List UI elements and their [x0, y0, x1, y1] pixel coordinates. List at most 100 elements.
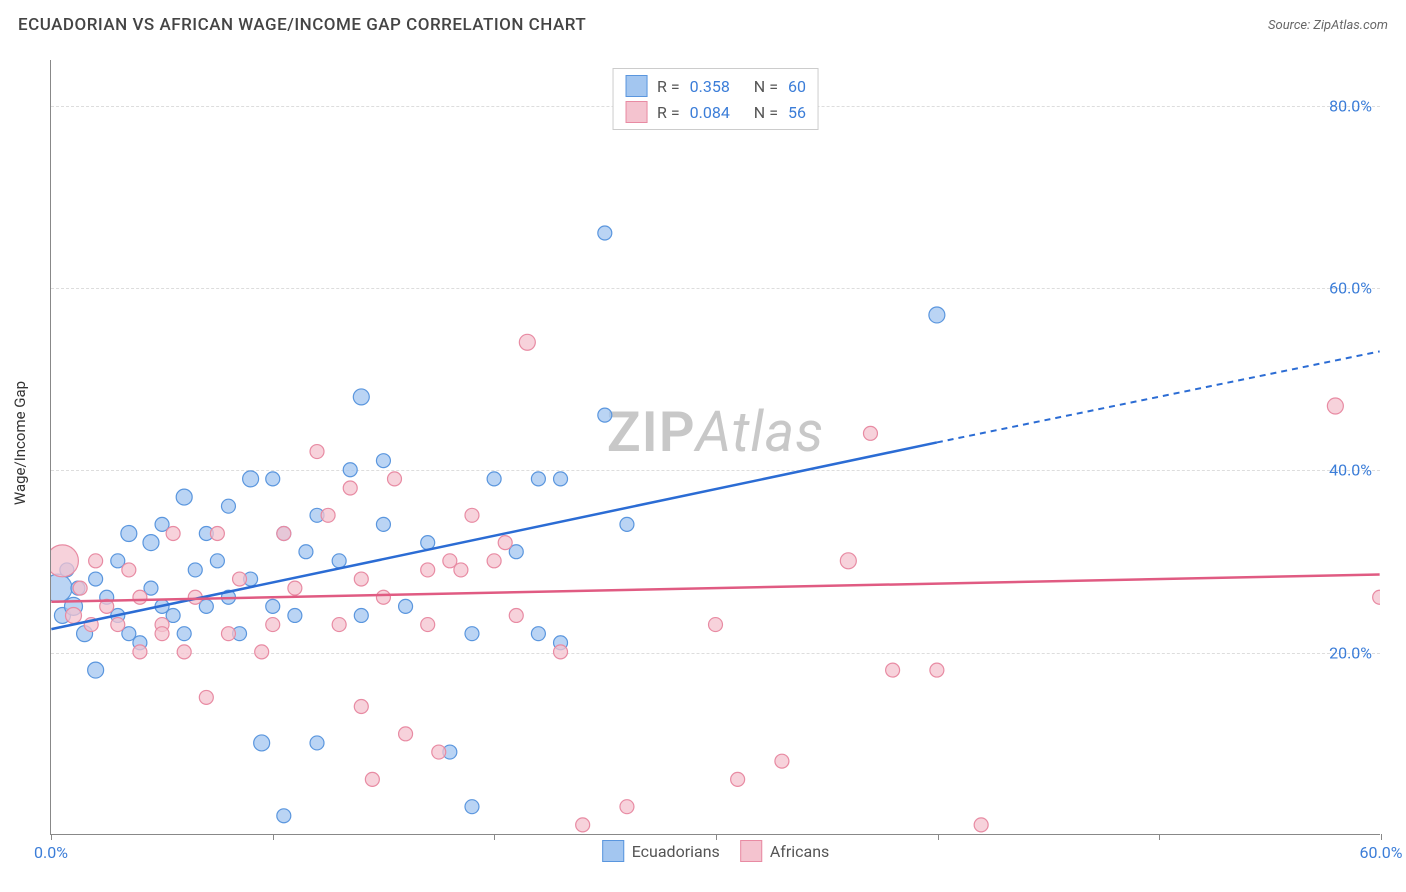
data-point [465, 627, 479, 641]
data-point [188, 563, 202, 577]
data-point [277, 527, 291, 541]
data-point [1373, 590, 1380, 604]
data-point [343, 463, 357, 477]
data-point [421, 563, 435, 577]
data-point [89, 554, 103, 568]
data-point [121, 526, 137, 542]
data-point [332, 618, 346, 632]
data-point [353, 389, 369, 405]
data-point [531, 472, 545, 486]
data-point [321, 508, 335, 522]
data-point [775, 754, 789, 768]
legend-swatch [602, 840, 624, 862]
data-point [177, 627, 191, 641]
data-point [177, 645, 191, 659]
data-point [111, 618, 125, 632]
x-tick-label: 0.0% [34, 843, 68, 862]
data-point [243, 471, 259, 487]
legend-swatch [625, 75, 647, 97]
x-tick [51, 834, 52, 840]
x-tick [273, 834, 274, 840]
data-point [531, 627, 545, 641]
data-point [122, 563, 136, 577]
data-point [310, 736, 324, 750]
data-point [432, 745, 446, 759]
data-point [709, 618, 723, 632]
data-point [1327, 398, 1343, 414]
data-point [221, 499, 235, 513]
x-tick [1159, 834, 1160, 840]
data-point [498, 536, 512, 550]
data-point [299, 545, 313, 559]
data-point [863, 426, 877, 440]
data-point [288, 608, 302, 622]
data-point [929, 307, 945, 323]
source-attribution: Source: ZipAtlas.com [1268, 18, 1388, 33]
trend-line [51, 442, 937, 629]
data-point [89, 572, 103, 586]
data-point [487, 554, 501, 568]
data-point [465, 508, 479, 522]
data-point [51, 574, 72, 602]
data-point [210, 554, 224, 568]
legend-row-ecuadorians: R = 0.358 N = 60 [625, 73, 806, 99]
data-point [233, 572, 247, 586]
data-point [620, 517, 634, 531]
data-point [210, 527, 224, 541]
plot-area: ZIPAtlas R = 0.358 N = 60 R = 0.084 N = … [50, 60, 1380, 835]
data-point [277, 809, 291, 823]
data-point [509, 608, 523, 622]
data-point [731, 772, 745, 786]
x-tick [938, 834, 939, 840]
data-point [266, 599, 280, 613]
data-point [354, 572, 368, 586]
data-point [133, 645, 147, 659]
data-point [310, 445, 324, 459]
data-point [886, 663, 900, 677]
data-point [554, 645, 568, 659]
data-point [487, 472, 501, 486]
scatter-svg [51, 60, 1380, 834]
data-point [155, 627, 169, 641]
x-tick [716, 834, 717, 840]
data-point [354, 608, 368, 622]
y-axis-label: Wage/Income Gap [11, 380, 29, 504]
legend-swatch [740, 840, 762, 862]
data-point [598, 226, 612, 240]
data-point [266, 472, 280, 486]
data-point [376, 590, 390, 604]
trend-line-extrapolated [937, 351, 1380, 442]
data-point [255, 645, 269, 659]
data-point [199, 690, 213, 704]
data-point [176, 489, 192, 505]
data-point [88, 662, 104, 678]
legend-swatch [625, 101, 647, 123]
data-point [73, 581, 87, 595]
data-point [421, 618, 435, 632]
data-point [133, 590, 147, 604]
chart-header: ECUADORIAN VS AFRICAN WAGE/INCOME GAP CO… [0, 0, 1406, 40]
data-point [343, 481, 357, 495]
data-point [376, 454, 390, 468]
data-point [266, 618, 280, 632]
data-point [519, 334, 535, 350]
data-point [399, 727, 413, 741]
data-point [465, 800, 479, 814]
legend-item-africans: Africans [740, 840, 829, 862]
data-point [143, 535, 159, 551]
data-point [620, 800, 634, 814]
x-tick-label: 60.0% [1360, 843, 1403, 862]
data-point [974, 818, 988, 832]
data-point [51, 545, 78, 577]
data-point [166, 527, 180, 541]
data-point [376, 517, 390, 531]
data-point [332, 554, 346, 568]
data-point [399, 599, 413, 613]
data-point [221, 627, 235, 641]
legend-item-ecuadorians: Ecuadorians [602, 840, 720, 862]
data-point [454, 563, 468, 577]
legend-row-africans: R = 0.084 N = 56 [625, 99, 806, 125]
data-point [576, 818, 590, 832]
data-point [598, 408, 612, 422]
chart-title: ECUADORIAN VS AFRICAN WAGE/INCOME GAP CO… [18, 15, 586, 35]
